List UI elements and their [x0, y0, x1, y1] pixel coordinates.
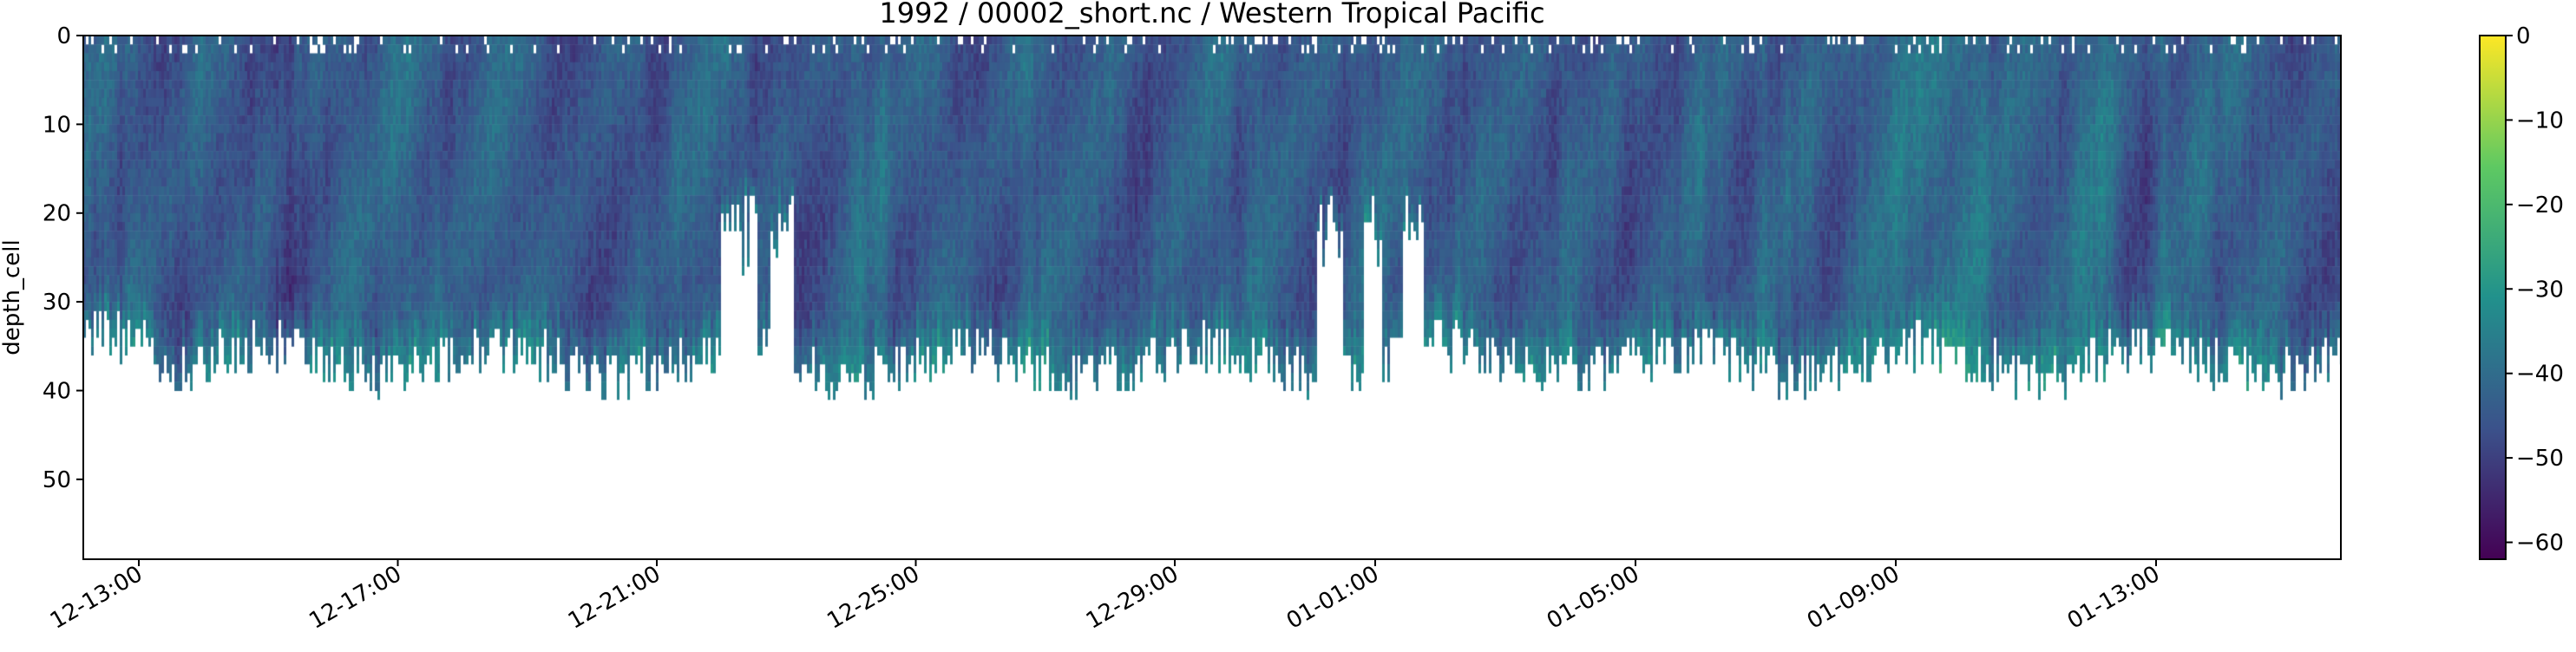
heatmap-raster	[83, 36, 2341, 559]
y-tick-label: 40	[43, 378, 71, 404]
colorbar	[2479, 35, 2507, 560]
x-tick-label: 12-17:00	[305, 561, 406, 635]
x-axis: 12-13:00 12-17:00 12-21:00 12-25:00 12-29:00…	[46, 559, 2165, 635]
y-tick-label: 20	[43, 201, 71, 227]
heatmap-image	[83, 36, 2341, 559]
colorbar-tick-label: −60	[2516, 531, 2564, 557]
y-tick-label: 10	[43, 112, 71, 138]
x-tick-label: 12-13:00	[46, 561, 147, 635]
x-tick-label: 12-25:00	[823, 561, 924, 635]
y-axis: 0 10 20 30 40 50	[43, 23, 83, 493]
x-tick-label: 01-13:00	[2063, 561, 2165, 635]
colorbar-tick-label: −10	[2516, 108, 2564, 134]
colorbar-axis: 0 −10 −20 −30 −40 −50 −60	[2506, 23, 2564, 557]
y-tick-label: 30	[43, 290, 71, 316]
plot-frame	[82, 35, 2342, 560]
colorbar-tick-label: −20	[2516, 192, 2564, 218]
y-tick-label: 0	[56, 23, 71, 49]
colorbar-tick-label: 0	[2516, 23, 2531, 49]
x-tick-label: 12-21:00	[564, 561, 665, 635]
x-tick-label: 12-29:00	[1082, 561, 1183, 635]
chart-title: 1992 / 00002_short.nc / Western Tropical…	[879, 0, 1544, 29]
colorbar-tick-label: −40	[2516, 362, 2564, 388]
x-tick-label: 01-01:00	[1282, 561, 1384, 635]
y-axis-label: depth_cell	[0, 239, 25, 355]
colorbar-tick-label: −30	[2516, 277, 2564, 303]
colorbar-tick-label: −50	[2516, 446, 2564, 472]
y-tick-label: 50	[43, 467, 71, 493]
x-tick-label: 01-05:00	[1543, 561, 1644, 635]
x-tick-label: 01-09:00	[1803, 561, 1904, 635]
